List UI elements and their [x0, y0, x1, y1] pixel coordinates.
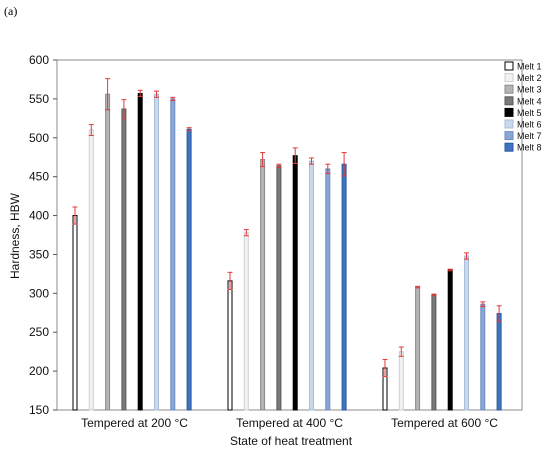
y-tick-label: 150	[29, 403, 49, 417]
y-tick-label: 200	[29, 364, 49, 378]
bar-melt-5-2	[292, 155, 298, 411]
bar-melt-4-2	[276, 165, 282, 411]
legend-label: Melt 3	[517, 85, 542, 95]
bar-melt-4-3	[431, 294, 437, 411]
legend-swatch	[504, 61, 514, 71]
legend-label: Melt 1	[517, 62, 542, 72]
x-axis-label: State of heat treatment	[230, 434, 353, 448]
bar-melt-2-2	[243, 232, 249, 411]
y-tick-label: 250	[29, 325, 49, 339]
bar-melt-3-2	[260, 159, 266, 411]
y-tick-label: 400	[29, 209, 49, 223]
bar-melt-1-2	[227, 280, 233, 411]
bar-melt-2-1	[88, 129, 94, 411]
bar-melt-4-1	[121, 108, 127, 411]
bar-melt-5-3	[447, 269, 453, 411]
bar-melt-8-3	[496, 313, 502, 411]
y-tick-label: 550	[29, 92, 49, 106]
bar-melt-7-2	[325, 168, 331, 411]
legend-label: Melt 5	[517, 108, 542, 118]
y-tick-label: 600	[29, 53, 49, 67]
y-axis-label: Hardness, HBW	[8, 192, 22, 279]
bar-melt-5-1	[137, 92, 143, 411]
plot-frame	[56, 59, 523, 411]
legend-label: Melt 8	[517, 143, 542, 153]
y-tick-label: 500	[29, 131, 49, 145]
legend-label: Melt 2	[517, 73, 542, 83]
legend-label: Melt 6	[517, 120, 542, 130]
plot-area: 150 200 250 300 350 400 450 500 550 600 Tempered a…	[29, 53, 523, 430]
legend-swatch	[504, 131, 514, 141]
bar-melt-1-1	[72, 215, 78, 411]
legend-swatch	[504, 96, 514, 106]
legend-label: Melt 4	[517, 96, 542, 106]
y-tick-label: 450	[29, 170, 49, 184]
bar-melt-7-1	[170, 98, 176, 411]
bar-melt-3-3	[415, 286, 421, 411]
bar-melt-6-2	[309, 160, 314, 411]
y-tick-label: 350	[29, 247, 49, 261]
y-tick-label: 300	[29, 286, 49, 300]
bar-melt-7-3	[480, 303, 486, 411]
bar-melt-8-1	[186, 128, 192, 411]
bar-melt-2-3	[398, 351, 404, 411]
bar-melt-3-1	[105, 93, 111, 411]
x-tick-label: Tempered at 400 °C	[236, 416, 343, 430]
legend-swatch	[504, 73, 514, 83]
legend-swatch	[504, 107, 514, 117]
legend-label: Melt 7	[517, 131, 542, 141]
legend-swatch	[504, 142, 514, 152]
x-tick-label: Tempered at 200 °C	[81, 416, 188, 430]
bar-melt-6-3	[464, 255, 469, 411]
legend-swatch	[504, 119, 514, 129]
x-tick-label: Tempered at 600 °C	[391, 416, 498, 430]
legend-swatch	[504, 84, 514, 94]
bar-melt-8-2	[341, 163, 347, 411]
bar-melt-6-1	[154, 93, 159, 411]
panel-label: (a)	[4, 4, 17, 18]
